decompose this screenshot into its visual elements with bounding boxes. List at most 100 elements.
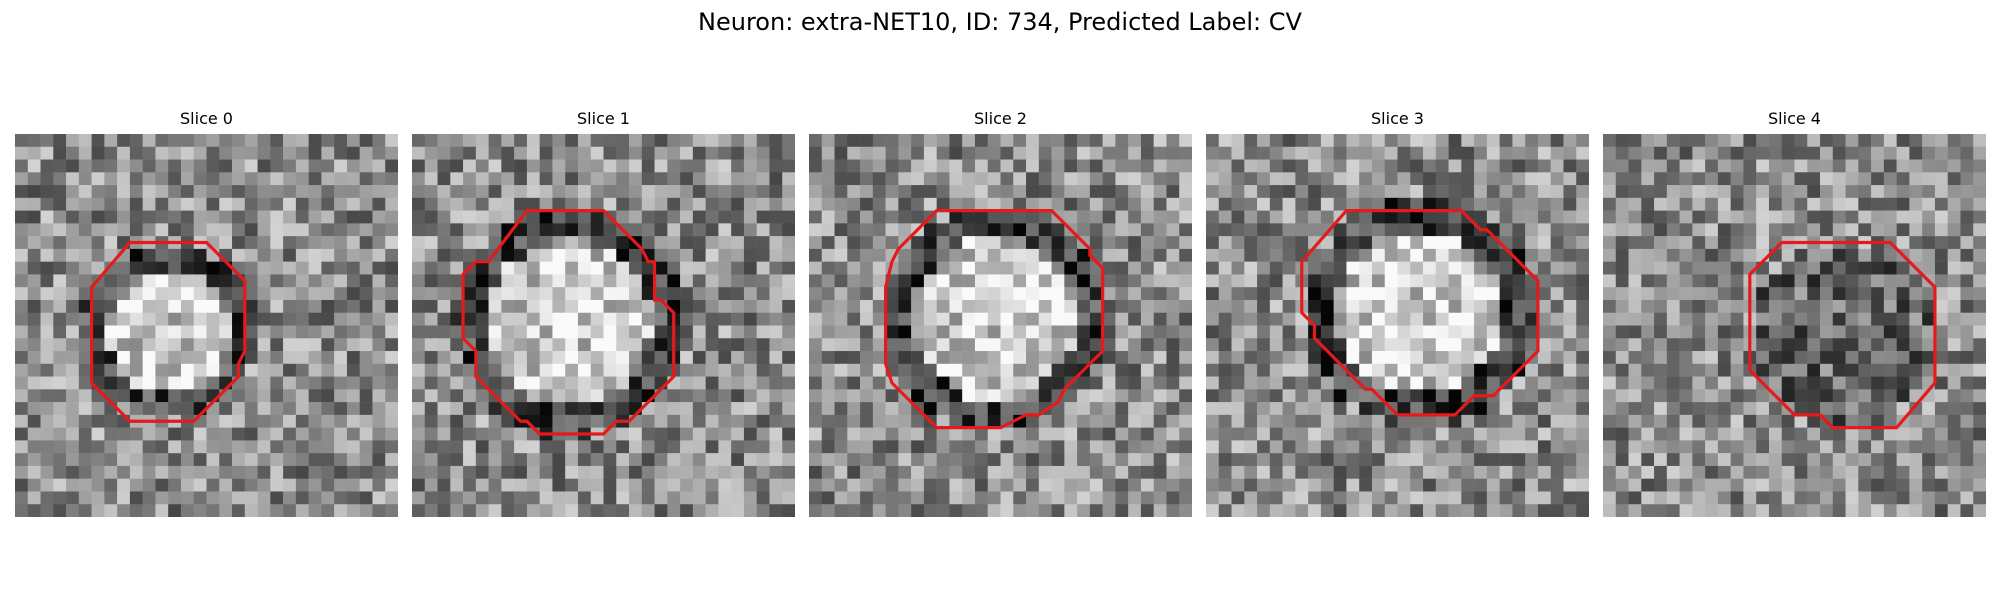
image-pixel: [1768, 414, 1782, 428]
image-pixel: [962, 299, 976, 313]
image-pixel: [475, 261, 489, 275]
image-pixel: [1883, 402, 1897, 416]
image-pixel: [577, 491, 591, 505]
image-pixel: [1679, 274, 1693, 288]
image-pixel: [629, 185, 643, 199]
image-pixel: [552, 159, 566, 173]
image-pixel: [1038, 325, 1052, 339]
image-pixel: [1474, 363, 1488, 377]
image-pixel: [219, 287, 233, 301]
image-pixel: [552, 491, 566, 505]
image-pixel: [155, 146, 169, 160]
image-pixel: [1537, 210, 1551, 224]
image-pixel: [1820, 389, 1834, 403]
image-pixel: [308, 491, 322, 505]
image-pixel: [936, 210, 950, 224]
image-pixel: [91, 261, 105, 275]
image-pixel: [974, 338, 988, 352]
image-pixel: [847, 146, 861, 160]
image-pixel: [1026, 312, 1040, 326]
image-pixel: [1269, 351, 1283, 365]
image-pixel: [590, 363, 604, 377]
image-pixel: [129, 402, 143, 416]
image-pixel: [860, 465, 874, 479]
image-pixel: [641, 185, 655, 199]
image-pixel: [821, 261, 835, 275]
image-pixel: [346, 414, 360, 428]
image-pixel: [1615, 287, 1629, 301]
image-pixel: [885, 427, 899, 441]
image-pixel: [616, 402, 630, 416]
image-pixel: [142, 185, 156, 199]
image-pixel: [334, 414, 348, 428]
image-pixel: [372, 363, 386, 377]
image-pixel: [1153, 146, 1167, 160]
image-pixel: [1781, 172, 1795, 186]
image-pixel: [834, 338, 848, 352]
image-pixel: [718, 146, 732, 160]
image-pixel: [590, 261, 604, 275]
image-pixel: [1807, 402, 1821, 416]
image-pixel: [1474, 351, 1488, 365]
image-pixel: [847, 491, 861, 505]
image-pixel: [1499, 134, 1513, 148]
image-pixel: [821, 134, 835, 148]
image-pixel: [1423, 402, 1437, 416]
image-pixel: [1026, 338, 1040, 352]
image-pixel: [155, 197, 169, 211]
image-pixel: [641, 338, 655, 352]
image-pixel: [155, 134, 169, 148]
image-pixel: [1922, 453, 1936, 467]
image-pixel: [731, 414, 745, 428]
image-pixel: [180, 172, 194, 186]
image-pixel: [1435, 210, 1449, 224]
image-pixel: [1474, 478, 1488, 492]
image-pixel: [1257, 299, 1271, 313]
image-pixel: [1013, 325, 1027, 339]
image-pixel: [308, 261, 322, 275]
image-pixel: [1077, 287, 1091, 301]
image-pixel: [412, 134, 426, 148]
image-pixel: [53, 453, 67, 467]
image-pixel: [705, 338, 719, 352]
image-pixel: [987, 465, 1001, 479]
image-pixel: [488, 414, 502, 428]
image-pixel: [1423, 146, 1437, 160]
image-pixel: [1794, 287, 1808, 301]
image-pixel: [1140, 172, 1154, 186]
image-pixel: [270, 299, 284, 313]
image-pixel: [1308, 146, 1322, 160]
image-pixel: [1384, 478, 1398, 492]
image-pixel: [1115, 312, 1129, 326]
image-pixel: [1628, 236, 1642, 250]
image-pixel: [743, 389, 757, 403]
image-pixel: [1346, 287, 1360, 301]
image-pixel: [514, 402, 528, 416]
image-pixel: [1525, 414, 1539, 428]
image-pixel: [1064, 274, 1078, 288]
image-pixel: [78, 197, 92, 211]
image-pixel: [1013, 236, 1027, 250]
image-pixel: [66, 338, 80, 352]
image-pixel: [565, 402, 579, 416]
image-pixel: [911, 146, 925, 160]
image-pixel: [1705, 223, 1719, 237]
image-pixel: [809, 159, 823, 173]
image-pixel: [911, 453, 925, 467]
image-pixel: [1973, 402, 1986, 416]
image-pixel: [1153, 223, 1167, 237]
image-pixel: [295, 376, 309, 390]
image-pixel: [295, 210, 309, 224]
image-pixel: [1973, 210, 1986, 224]
image-pixel: [885, 223, 899, 237]
image-pixel: [718, 261, 732, 275]
image-pixel: [78, 402, 92, 416]
image-pixel: [1679, 414, 1693, 428]
image-pixel: [142, 402, 156, 416]
image-pixel: [1603, 312, 1617, 326]
image-pixel: [1359, 363, 1373, 377]
image-pixel: [962, 312, 976, 326]
image-pixel: [450, 210, 464, 224]
image-pixel: [1115, 274, 1129, 288]
image-pixel: [168, 248, 182, 262]
